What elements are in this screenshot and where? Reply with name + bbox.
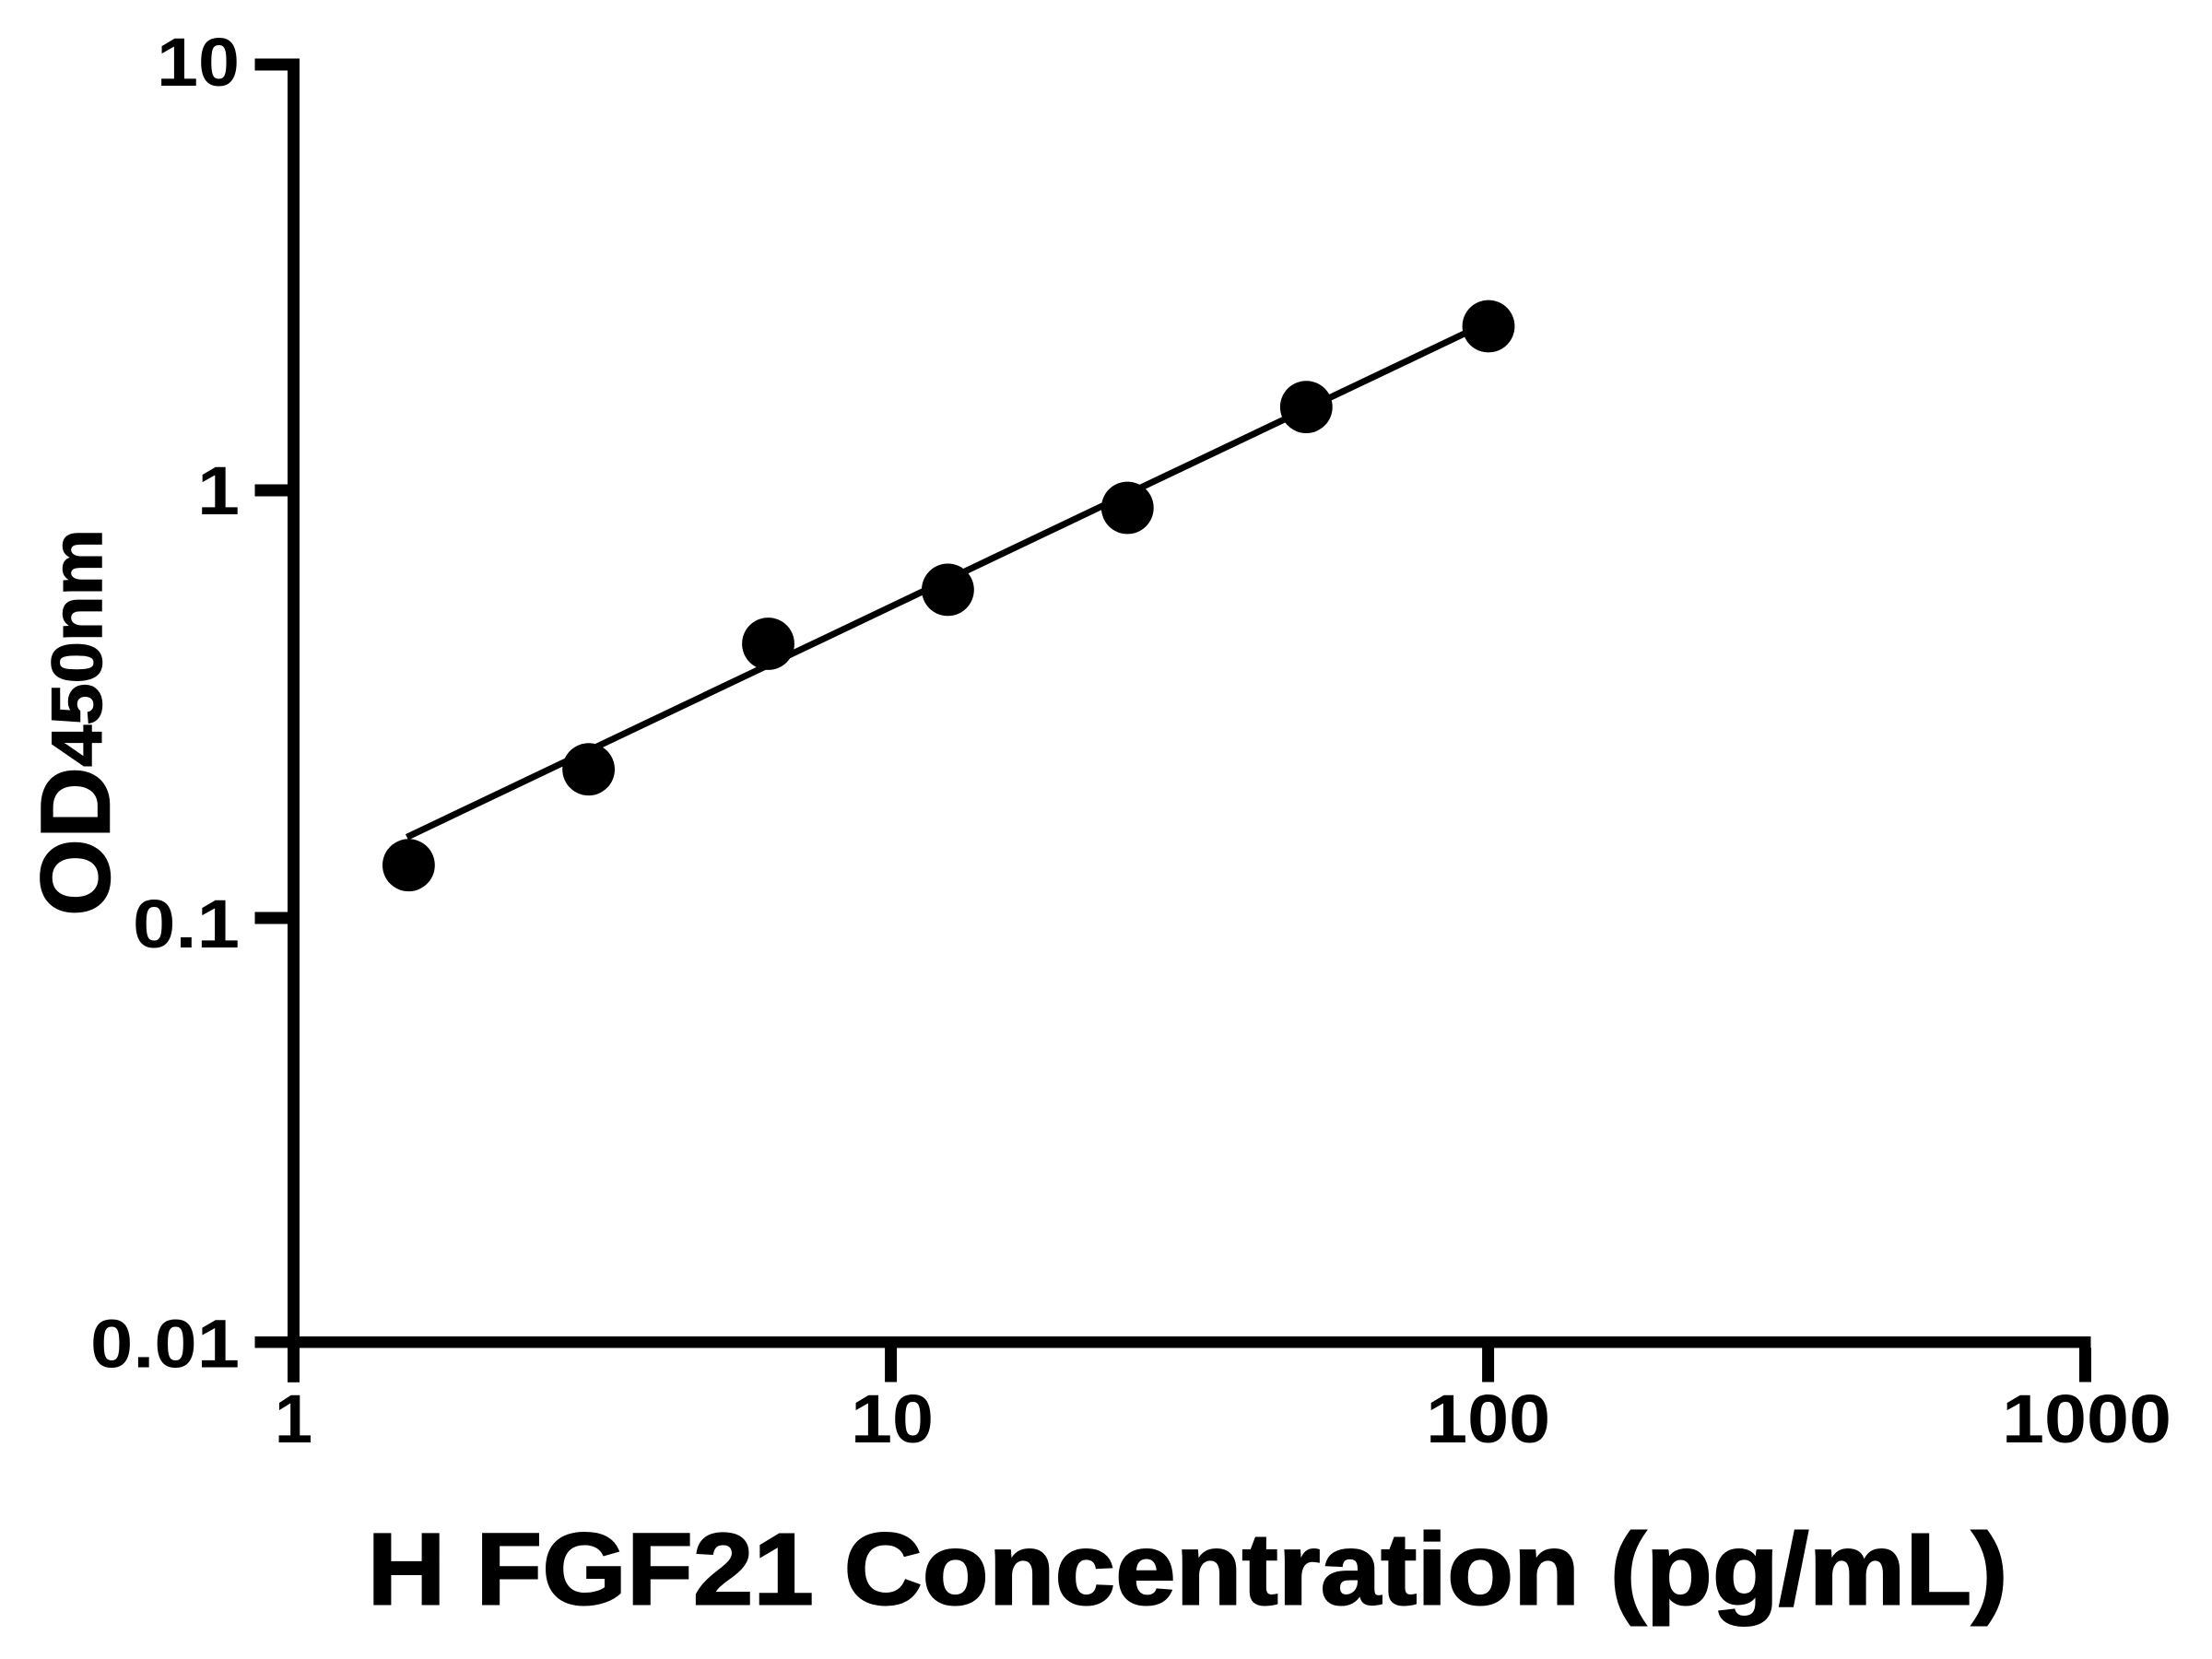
svg-text:0.01: 0.01 [90, 1306, 240, 1382]
svg-text:H FGF21 Concentration (pg/mL): H FGF21 Concentration (pg/mL) [368, 1513, 2008, 1627]
svg-text:1: 1 [275, 1381, 312, 1457]
svg-text:10: 10 [851, 1381, 934, 1457]
svg-text:100: 100 [1426, 1381, 1550, 1457]
svg-text:0.1: 0.1 [133, 886, 240, 962]
svg-text:1: 1 [197, 453, 240, 529]
svg-text:OD450nm: OD450nm [20, 529, 131, 916]
svg-text:10: 10 [157, 24, 240, 100]
svg-text:1000: 1000 [2002, 1381, 2171, 1457]
